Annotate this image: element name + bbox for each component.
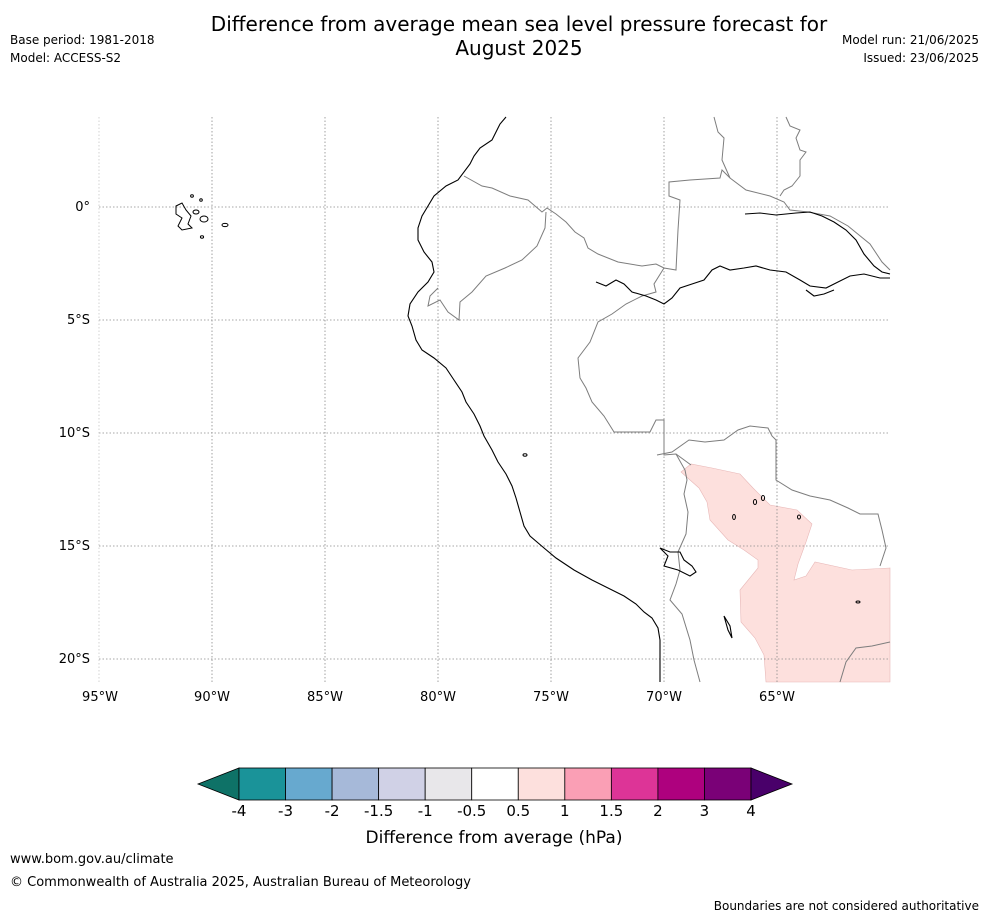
colorbar-tick-label: 2 — [653, 802, 663, 820]
meta-left: Base period: 1981-2018 Model: ACCESS-S2 — [10, 31, 155, 67]
colorbar: -4 -3 -2 -1.5 -1 -0.5 0.5 1 1.5 2 3 4 — [196, 767, 794, 820]
chart-title: Difference from average mean sea level p… — [0, 12, 988, 60]
colorbar-swatch — [517, 767, 566, 801]
title-line-2: August 2025 — [455, 36, 583, 60]
colorbar-swatch — [331, 767, 380, 801]
colorbar-tick-label: 0.5 — [506, 802, 530, 820]
colorbar-label: Difference from average (hPa) — [366, 828, 623, 848]
colorbar-tick-label: -4 — [232, 802, 247, 820]
colorbar-swatch — [238, 767, 286, 801]
colorbar-tick-label: -0.5 — [457, 802, 486, 820]
anomaly-area — [680, 463, 891, 683]
lat-label: 10°S — [59, 426, 90, 441]
colorbar-tick-label: -1 — [418, 802, 433, 820]
colorbar-swatch — [471, 767, 519, 801]
lat-label: 20°S — [59, 652, 90, 667]
lon-label: 90°W — [194, 690, 230, 705]
footer-note: Boundaries are not considered authoritat… — [713, 899, 979, 913]
model-text: Model: ACCESS-S2 — [10, 51, 122, 65]
colorbar-extend-high — [750, 767, 794, 801]
colorbar-swatch — [285, 767, 333, 801]
title-line-1: Difference from average mean sea level p… — [210, 12, 828, 36]
colorbar-tick-label: -2 — [325, 802, 340, 820]
colorbar-swatch — [657, 767, 705, 801]
issued-text: Issued: 23/06/2025 — [863, 51, 979, 65]
galapagos-islands — [175, 194, 229, 239]
meta-right: Model run: 21/06/2025 Issued: 23/06/2025 — [842, 31, 979, 67]
footer-copyright: © Commonwealth of Australia 2025, Austra… — [10, 875, 471, 890]
colorbar-swatch — [378, 767, 426, 801]
lon-label: 65°W — [759, 690, 795, 705]
lat-label: 15°S — [59, 539, 90, 554]
colorbar-swatch — [424, 767, 473, 801]
lon-label: 70°W — [646, 690, 682, 705]
colorbar-extend-low — [196, 767, 240, 801]
footer-url: www.bom.gov.au/climate — [10, 852, 174, 867]
colorbar-swatch — [610, 767, 659, 801]
colorbar-swatch — [564, 767, 612, 801]
lon-labels: 95°W 90°W 85°W 80°W 75°W 70°W 65°W — [82, 690, 795, 705]
colorbar-tick-label: 1.5 — [599, 802, 623, 820]
lat-labels: 0° 5°S 10°S 15°S 20°S — [59, 200, 90, 667]
base-period-text: Base period: 1981-2018 — [10, 33, 155, 47]
gridlines — [99, 117, 890, 682]
lon-label: 80°W — [420, 690, 456, 705]
lat-label: 5°S — [67, 313, 90, 328]
coastlines — [407, 116, 891, 682]
lon-label: 85°W — [307, 690, 343, 705]
colorbar-swatch — [704, 767, 752, 801]
country-borders — [427, 116, 891, 683]
colorbar-tick-label: -3 — [278, 802, 293, 820]
colorbar-tick-label: -1.5 — [364, 802, 393, 820]
lon-label: 95°W — [82, 690, 118, 705]
lat-label: 0° — [75, 200, 90, 215]
lon-label: 75°W — [533, 690, 569, 705]
colorbar-tick-label: 3 — [700, 802, 710, 820]
colorbar-tick-label: 4 — [746, 802, 756, 820]
model-run-text: Model run: 21/06/2025 — [841, 33, 979, 47]
colorbar-tick-label: 1 — [560, 802, 570, 820]
lake-outlines — [522, 453, 861, 604]
